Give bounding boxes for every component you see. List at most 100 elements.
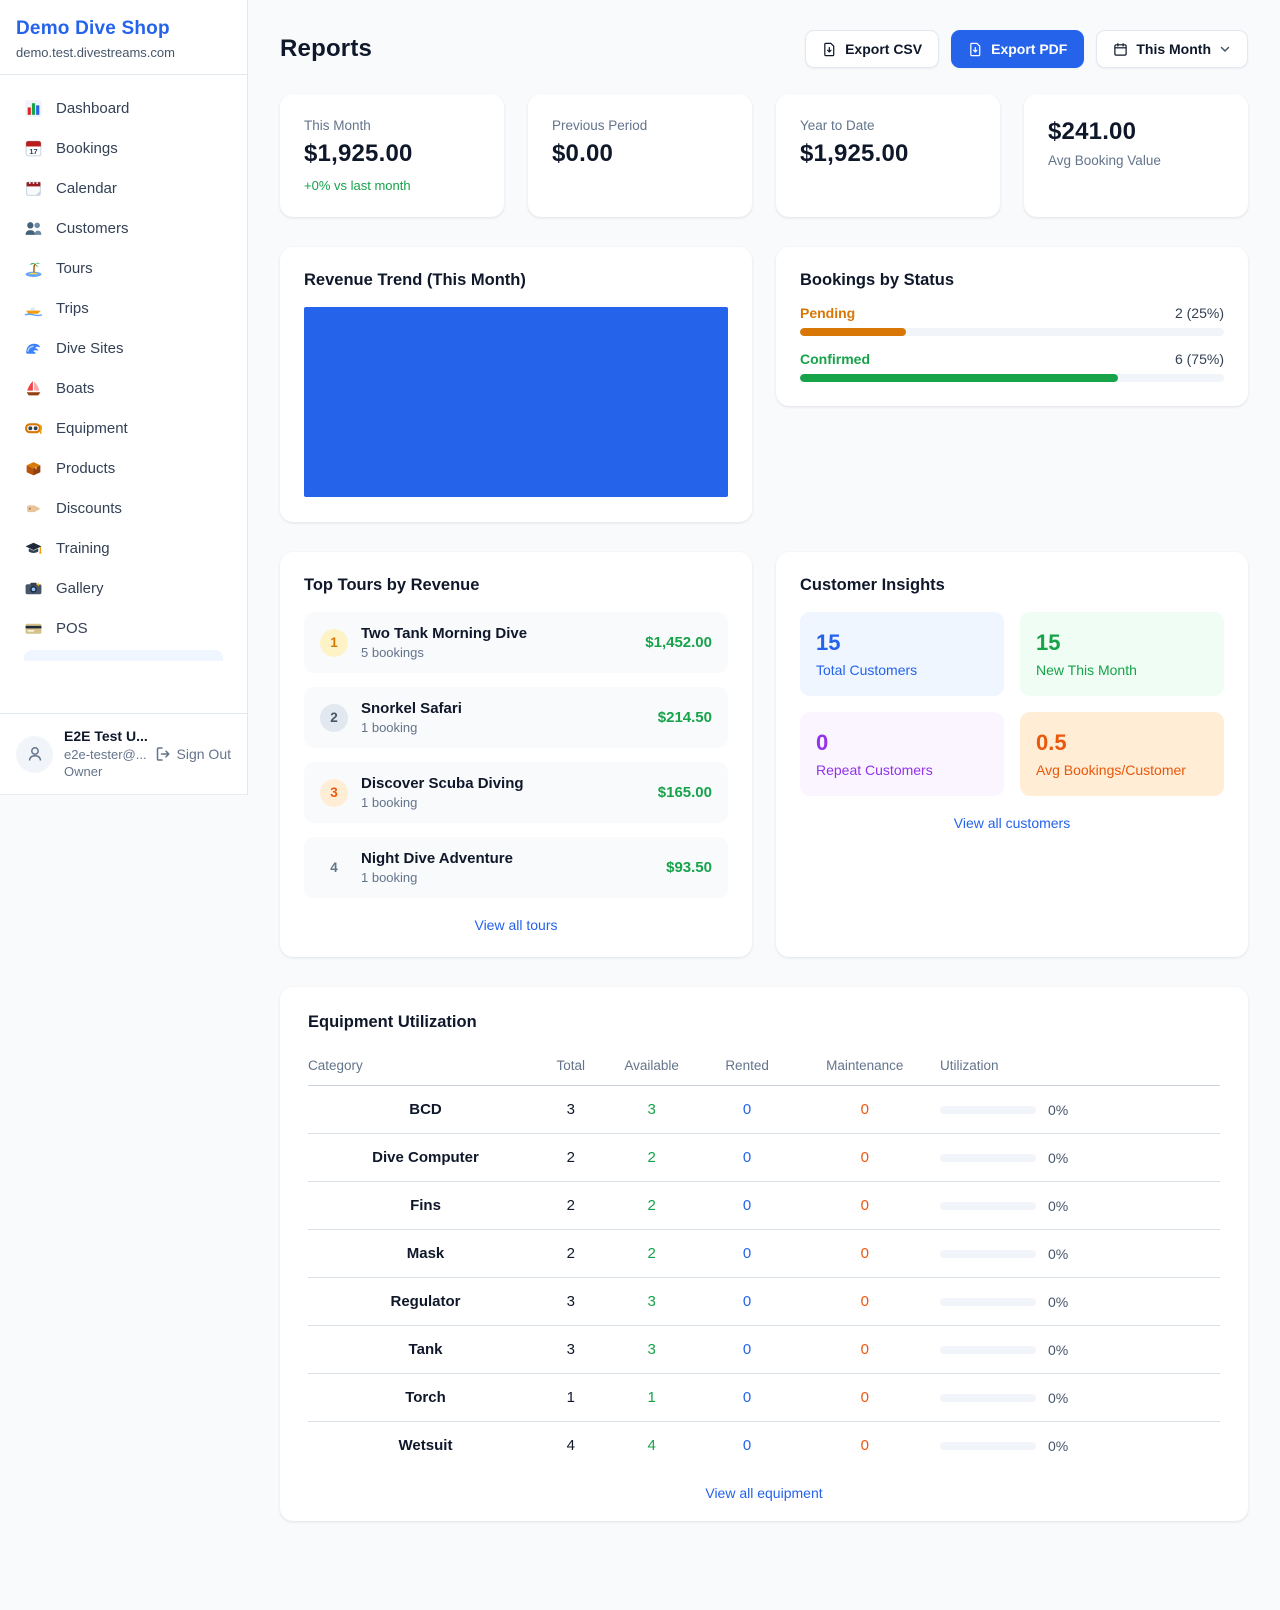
- sidebar-item-dive-sites[interactable]: Dive Sites: [12, 329, 235, 368]
- sidebar-item-label: Bookings: [56, 140, 118, 157]
- sidebar-item-label: Trips: [56, 300, 89, 317]
- tour-list-item: 1 Two Tank Morning Dive 5 bookings $1,45…: [304, 612, 728, 673]
- insight-tile-new-this-month: 15 New This Month: [1020, 612, 1224, 696]
- column-header-utilization: Utilization: [940, 1048, 1220, 1086]
- revenue-trend-chart: [304, 307, 728, 497]
- stat-card-previous-period: Previous Period $0.00: [528, 94, 752, 217]
- camera-icon: [24, 579, 43, 598]
- sidebar-item-label: Dashboard: [56, 100, 130, 117]
- stat-card-avg-booking-value: $241.00 Avg Booking Value: [1024, 94, 1248, 217]
- sidebar-item-label: Training: [56, 540, 110, 557]
- bookings-status-card: Bookings by Status Pending 2 (25%) Confi…: [776, 247, 1248, 406]
- sidebar-item-training[interactable]: Training: [12, 529, 235, 568]
- table-row: Wetsuit 4 4 0 0 0%: [308, 1422, 1220, 1470]
- view-all-tours-link[interactable]: View all tours: [474, 917, 558, 933]
- stat-value: $1,925.00: [800, 140, 909, 167]
- sidebar-item-calendar[interactable]: Calendar: [12, 169, 235, 208]
- top-tours-title: Top Tours by Revenue: [304, 576, 480, 594]
- revenue-trend-title: Revenue Trend (This Month): [304, 271, 526, 289]
- progress-fill-pending: [800, 328, 906, 336]
- table-row: Torch 1 1 0 0 0%: [308, 1373, 1220, 1422]
- insight-tile-total-customers: 15 Total Customers: [800, 612, 1004, 696]
- sailboat-icon: [24, 379, 43, 398]
- sidebar-item-label: Dive Sites: [56, 340, 124, 357]
- calendar-icon: [1113, 42, 1128, 57]
- insight-tile-repeat-customers: 0 Repeat Customers: [800, 712, 1004, 796]
- stat-delta: +0% vs last month: [304, 178, 411, 193]
- stat-value: $1,925.00: [304, 140, 413, 167]
- equipment-utilization-card: Equipment Utilization Category Total Ava…: [280, 987, 1248, 1521]
- column-header-total: Total: [543, 1048, 599, 1086]
- spiral-calendar-icon: [24, 179, 43, 198]
- avatar: [16, 735, 53, 773]
- speedboat-icon: [24, 299, 43, 318]
- credit-card-icon: [24, 619, 43, 638]
- sidebar-item-label: Customers: [56, 220, 129, 237]
- bookings-status-title: Bookings by Status: [800, 271, 955, 289]
- view-all-customers-link[interactable]: View all customers: [953, 815, 1071, 831]
- utilization-bar: 0%: [940, 1438, 1220, 1454]
- file-download-icon: [822, 42, 837, 57]
- utilization-bar: 0%: [940, 1390, 1220, 1406]
- user-role: Owner: [64, 764, 103, 780]
- sidebar-item-discounts[interactable]: Discounts: [12, 489, 235, 528]
- tour-name: Night Dive Adventure: [361, 850, 513, 867]
- sidebar-item-reports-partial[interactable]: [24, 650, 223, 661]
- brand-subtitle: demo.test.divestreams.com: [16, 45, 175, 60]
- tour-bookings: 5 bookings: [361, 645, 424, 660]
- utilization-bar: 0%: [940, 1150, 1220, 1166]
- sidebar-item-boats[interactable]: Boats: [12, 369, 235, 408]
- tag-icon: [24, 499, 43, 518]
- brand: Demo Dive Shop demo.test.divestreams.com: [0, 0, 247, 75]
- rank-badge: 1: [320, 628, 348, 657]
- progress-fill-confirmed: [800, 374, 1118, 382]
- svg-text:17: 17: [29, 147, 37, 156]
- sidebar-item-products[interactable]: Products: [12, 449, 235, 488]
- sidebar-item-label: Tours: [56, 260, 93, 277]
- sign-out-button[interactable]: Sign Out: [155, 746, 231, 762]
- sidebar-item-customers[interactable]: Customers: [12, 209, 235, 248]
- user-name: E2E Test U...: [64, 728, 148, 745]
- stat-value: $0.00: [552, 140, 614, 167]
- table-row: Fins 2 2 0 0 0%: [308, 1181, 1220, 1230]
- customer-insights-title: Customer Insights: [800, 576, 945, 594]
- sidebar-item-label: Gallery: [56, 580, 104, 597]
- tour-name: Discover Scuba Diving: [361, 775, 524, 792]
- sidebar-item-dashboard[interactable]: Dashboard: [12, 89, 235, 128]
- column-header-category: Category: [308, 1048, 543, 1086]
- revenue-trend-card: Revenue Trend (This Month): [280, 247, 752, 522]
- utilization-bar: 0%: [940, 1198, 1220, 1214]
- export-pdf-button[interactable]: Export PDF: [951, 30, 1085, 68]
- utilization-bar: 0%: [940, 1102, 1220, 1118]
- stat-label: Year to Date: [800, 118, 875, 133]
- sidebar-item-trips[interactable]: Trips: [12, 289, 235, 328]
- rank-badge: 3: [320, 778, 348, 807]
- top-tours-card: Top Tours by Revenue 1 Two Tank Morning …: [280, 552, 752, 957]
- sidebar-item-label: Calendar: [56, 180, 117, 197]
- table-row: Mask 2 2 0 0 0%: [308, 1229, 1220, 1278]
- file-download-icon: [968, 42, 983, 57]
- export-csv-button[interactable]: Export CSV: [805, 30, 940, 68]
- users-icon: [24, 219, 43, 238]
- island-icon: [24, 259, 43, 278]
- status-row-pending: Pending 2 (25%): [800, 305, 1224, 336]
- tour-name: Two Tank Morning Dive: [361, 625, 528, 642]
- sidebar-item-bookings[interactable]: 17 Bookings: [12, 129, 235, 168]
- progress-track: [800, 374, 1224, 382]
- period-dropdown[interactable]: This Month: [1096, 30, 1248, 68]
- tour-name: Snorkel Safari: [361, 700, 462, 717]
- sidebar-item-label: POS: [56, 620, 88, 637]
- sidebar-item-tours[interactable]: Tours: [12, 249, 235, 288]
- sidebar-item-label: Discounts: [56, 500, 122, 517]
- sidebar-nav: Dashboard 17 Bookings Calendar Customers…: [0, 75, 247, 713]
- view-all-equipment-link[interactable]: View all equipment: [705, 1485, 823, 1501]
- equipment-table: Category Total Available Rented Maintena…: [308, 1048, 1220, 1469]
- equipment-utilization-title: Equipment Utilization: [308, 1013, 477, 1031]
- insight-tile-avg-bookings: 0.5 Avg Bookings/Customer: [1020, 712, 1224, 796]
- user-box: E2E Test U... e2e-tester@... Owner Sign …: [0, 713, 247, 794]
- sidebar-item-gallery[interactable]: Gallery: [12, 569, 235, 608]
- tour-bookings: 1 booking: [361, 870, 418, 885]
- sidebar-item-equipment[interactable]: Equipment: [12, 409, 235, 448]
- rank-badge: 4: [330, 860, 338, 875]
- sidebar-item-pos[interactable]: POS: [12, 609, 235, 648]
